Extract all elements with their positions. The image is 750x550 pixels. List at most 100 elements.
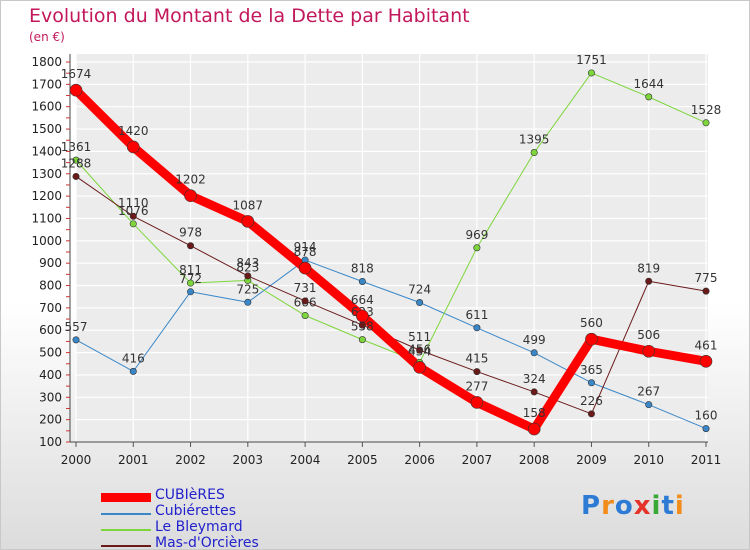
data-point [587, 410, 595, 418]
data-label: 664 [351, 293, 374, 307]
y-tick-label: 1300 [31, 167, 62, 181]
data-point [416, 299, 424, 307]
data-point [187, 288, 195, 296]
data-point [702, 425, 710, 433]
y-tick-label: 1400 [31, 144, 62, 158]
y-tick-label: 500 [39, 346, 62, 360]
data-label: 823 [236, 260, 259, 274]
data-label: 1644 [633, 77, 664, 91]
y-tick-label: 800 [39, 279, 62, 293]
data-point [413, 361, 426, 374]
data-point [530, 149, 538, 157]
data-point [358, 278, 366, 286]
x-tick-label: 2010 [633, 453, 664, 467]
x-tick-label: 2002 [175, 453, 206, 467]
data-label: 1528 [691, 103, 722, 117]
data-point [585, 332, 598, 346]
data-point [587, 69, 595, 77]
data-label: 365 [580, 363, 603, 377]
data-label: 1288 [61, 156, 92, 170]
data-point [645, 93, 653, 101]
data-label: 461 [695, 338, 718, 352]
data-point [241, 215, 255, 228]
data-point [72, 156, 80, 164]
logo-letter: x [633, 491, 652, 521]
data-label: 969 [465, 228, 488, 242]
data-point [301, 311, 309, 319]
data-label: 499 [523, 333, 546, 347]
data-point [298, 261, 312, 275]
data-label: 324 [523, 372, 546, 386]
data-label: 158 [523, 406, 546, 420]
legend-label: Cubiérettes [155, 503, 236, 519]
y-tick-label: 1100 [31, 211, 62, 225]
data-label: 811 [179, 263, 202, 277]
x-tick-label: 2009 [576, 453, 607, 467]
data-label: 277 [465, 379, 488, 393]
x-tick-label: 2000 [61, 453, 92, 467]
logo-letter: o [614, 491, 634, 521]
data-label: 1087 [233, 198, 264, 212]
logo-letter: t [661, 491, 675, 521]
data-label: 725 [236, 282, 259, 296]
data-label: 878 [294, 245, 317, 259]
y-tick-label: 1800 [31, 55, 62, 69]
data-label: 731 [294, 281, 317, 295]
y-tick-label: 200 [39, 413, 62, 427]
proxiti-logo: Proxiti [581, 491, 685, 521]
series-line [75, 259, 707, 430]
data-label: 160 [695, 409, 718, 423]
data-label: 1751 [576, 53, 607, 67]
data-label: 415 [465, 352, 488, 366]
data-label: 819 [637, 261, 660, 275]
data-label: 611 [465, 308, 488, 322]
data-point [358, 336, 366, 344]
data-label: 1420 [118, 124, 149, 138]
data-point [530, 349, 538, 357]
logo-letter: P [581, 491, 602, 521]
data-point [72, 172, 80, 180]
data-point [470, 396, 484, 409]
data-point [126, 140, 140, 154]
legend-label: CUBIèRES [155, 487, 225, 503]
data-point [473, 244, 481, 252]
data-point [69, 83, 83, 97]
data-label: 914 [294, 240, 317, 254]
data-label: 560 [580, 316, 603, 330]
data-label: 772 [179, 272, 202, 286]
data-point [129, 220, 137, 228]
y-tick-label: 1500 [31, 122, 62, 136]
data-label: 775 [695, 271, 718, 285]
logo-letter: i [674, 491, 685, 521]
data-point [72, 336, 80, 344]
y-tick-label: 400 [39, 368, 62, 382]
data-point [187, 242, 195, 250]
y-tick-label: 100 [39, 435, 62, 449]
data-label: 818 [351, 262, 374, 276]
data-point [358, 321, 366, 329]
data-point [129, 367, 137, 375]
data-point [356, 309, 369, 323]
y-tick-label: 700 [39, 301, 62, 315]
plot-area [76, 54, 708, 442]
data-point [301, 297, 309, 305]
data-point [473, 368, 481, 376]
data-label: 1202 [175, 173, 206, 187]
data-point [527, 422, 541, 436]
data-point [473, 324, 481, 332]
data-point [184, 189, 197, 202]
data-point [587, 379, 595, 387]
data-label: 1110 [118, 196, 149, 210]
y-tick-label: 1200 [31, 189, 62, 203]
series-line [75, 72, 707, 363]
y-tick-label: 600 [39, 323, 62, 337]
data-point [530, 388, 538, 396]
data-point [645, 277, 653, 285]
data-point [642, 344, 656, 358]
legend-swatch [101, 493, 151, 502]
x-tick-label: 2005 [347, 453, 378, 467]
data-point [416, 346, 424, 354]
data-point [645, 401, 653, 409]
